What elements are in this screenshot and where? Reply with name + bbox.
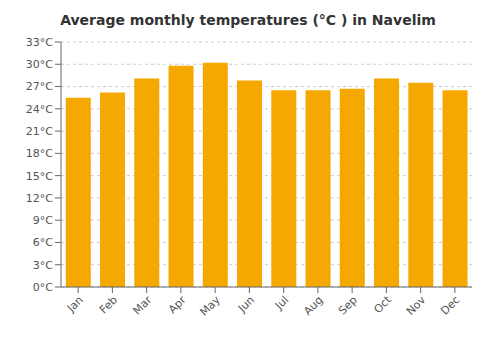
svg-text:3°C: 3°C [33, 259, 53, 272]
svg-text:Jan: Jan [64, 293, 86, 315]
svg-text:24°C: 24°C [26, 103, 53, 116]
svg-text:9°C: 9°C [33, 214, 53, 227]
svg-text:Dec: Dec [438, 293, 462, 317]
svg-text:Oct: Oct [371, 293, 394, 316]
svg-text:Mar: Mar [130, 293, 154, 317]
svg-text:Sep: Sep [336, 293, 360, 317]
svg-text:27°C: 27°C [26, 80, 53, 93]
svg-text:Feb: Feb [97, 293, 120, 316]
svg-text:12°C: 12°C [26, 192, 53, 205]
svg-text:33°C: 33°C [26, 36, 53, 49]
svg-text:Nov: Nov [404, 293, 429, 318]
svg-text:6°C: 6°C [33, 236, 53, 249]
svg-text:21°C: 21°C [26, 125, 53, 138]
svg-text:15°C: 15°C [26, 170, 53, 183]
svg-text:Jun: Jun [235, 293, 257, 315]
svg-text:Aug: Aug [301, 293, 325, 317]
svg-text:30°C: 30°C [26, 58, 53, 71]
svg-text:0°C: 0°C [33, 281, 53, 294]
svg-text:Apr: Apr [166, 293, 189, 316]
svg-text:Jul: Jul [272, 293, 291, 312]
svg-text:18°C: 18°C [26, 147, 53, 160]
html-text:Average monthly temperatures (: Average monthly temperatures (°C ) in Na… [60, 12, 436, 28]
svg-text:May: May [197, 293, 223, 319]
